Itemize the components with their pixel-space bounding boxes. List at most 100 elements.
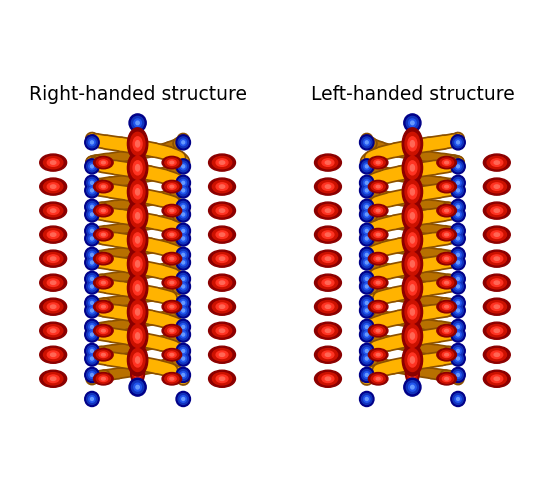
Ellipse shape — [130, 280, 145, 304]
Ellipse shape — [411, 227, 414, 231]
Ellipse shape — [162, 373, 182, 385]
Ellipse shape — [128, 296, 148, 328]
Ellipse shape — [491, 351, 503, 358]
Ellipse shape — [409, 364, 416, 375]
Ellipse shape — [455, 283, 461, 290]
Ellipse shape — [136, 152, 139, 155]
Ellipse shape — [325, 281, 331, 285]
Ellipse shape — [406, 381, 418, 393]
Ellipse shape — [176, 199, 190, 215]
Ellipse shape — [96, 206, 111, 215]
Ellipse shape — [180, 331, 186, 338]
Ellipse shape — [365, 398, 368, 400]
Ellipse shape — [91, 277, 94, 280]
Ellipse shape — [91, 165, 94, 168]
Ellipse shape — [361, 257, 372, 268]
Ellipse shape — [130, 353, 145, 376]
Ellipse shape — [376, 185, 380, 188]
Ellipse shape — [134, 167, 141, 175]
Ellipse shape — [360, 296, 374, 310]
Ellipse shape — [411, 329, 414, 331]
Ellipse shape — [408, 209, 417, 223]
Ellipse shape — [456, 333, 459, 336]
Ellipse shape — [456, 229, 459, 232]
Ellipse shape — [404, 378, 421, 396]
Ellipse shape — [411, 184, 414, 187]
Ellipse shape — [168, 160, 176, 165]
Ellipse shape — [364, 331, 370, 338]
Ellipse shape — [325, 209, 331, 212]
Ellipse shape — [134, 143, 141, 151]
Ellipse shape — [131, 116, 144, 129]
Ellipse shape — [134, 143, 141, 153]
Ellipse shape — [182, 189, 185, 192]
Ellipse shape — [408, 194, 417, 209]
Ellipse shape — [162, 205, 182, 217]
Ellipse shape — [212, 205, 232, 217]
Ellipse shape — [43, 205, 63, 217]
Ellipse shape — [455, 331, 461, 338]
Ellipse shape — [178, 274, 189, 285]
Ellipse shape — [133, 212, 143, 228]
Ellipse shape — [407, 260, 417, 276]
Ellipse shape — [451, 279, 465, 294]
Ellipse shape — [322, 375, 334, 383]
Ellipse shape — [456, 285, 459, 288]
Ellipse shape — [408, 342, 417, 357]
Ellipse shape — [411, 203, 414, 207]
Ellipse shape — [376, 354, 380, 356]
Ellipse shape — [411, 289, 414, 293]
Ellipse shape — [136, 170, 139, 174]
Ellipse shape — [128, 344, 148, 376]
Ellipse shape — [402, 248, 422, 280]
Ellipse shape — [315, 202, 342, 219]
Ellipse shape — [134, 311, 141, 319]
Ellipse shape — [405, 291, 419, 312]
Ellipse shape — [456, 181, 459, 184]
Ellipse shape — [408, 281, 417, 295]
Ellipse shape — [410, 165, 415, 171]
Ellipse shape — [444, 354, 449, 356]
Ellipse shape — [136, 347, 139, 352]
Ellipse shape — [410, 333, 415, 339]
Ellipse shape — [135, 288, 140, 294]
Ellipse shape — [374, 352, 382, 357]
Ellipse shape — [136, 362, 139, 364]
Ellipse shape — [182, 374, 185, 376]
Ellipse shape — [131, 242, 145, 264]
Ellipse shape — [176, 319, 190, 334]
Ellipse shape — [182, 141, 185, 144]
Ellipse shape — [364, 187, 370, 194]
Ellipse shape — [135, 327, 140, 333]
Ellipse shape — [409, 287, 416, 295]
Ellipse shape — [101, 306, 106, 308]
Ellipse shape — [315, 346, 342, 363]
Ellipse shape — [91, 141, 94, 144]
Ellipse shape — [405, 252, 420, 275]
Ellipse shape — [43, 300, 63, 313]
Ellipse shape — [410, 270, 415, 277]
Ellipse shape — [408, 262, 416, 271]
Ellipse shape — [491, 303, 503, 310]
Ellipse shape — [376, 306, 380, 308]
Ellipse shape — [132, 261, 144, 273]
Ellipse shape — [131, 315, 145, 336]
Ellipse shape — [136, 160, 139, 163]
Ellipse shape — [364, 204, 370, 210]
Ellipse shape — [483, 250, 510, 267]
Ellipse shape — [361, 281, 372, 292]
Ellipse shape — [178, 233, 189, 244]
Ellipse shape — [406, 285, 418, 297]
Ellipse shape — [47, 231, 59, 239]
Ellipse shape — [47, 375, 59, 383]
Ellipse shape — [409, 335, 416, 345]
Ellipse shape — [361, 185, 372, 196]
Ellipse shape — [411, 337, 414, 341]
Ellipse shape — [364, 372, 370, 378]
Ellipse shape — [51, 353, 56, 356]
Ellipse shape — [365, 229, 368, 232]
Ellipse shape — [405, 276, 420, 299]
Ellipse shape — [453, 281, 463, 292]
Ellipse shape — [136, 217, 139, 221]
Ellipse shape — [170, 282, 174, 284]
